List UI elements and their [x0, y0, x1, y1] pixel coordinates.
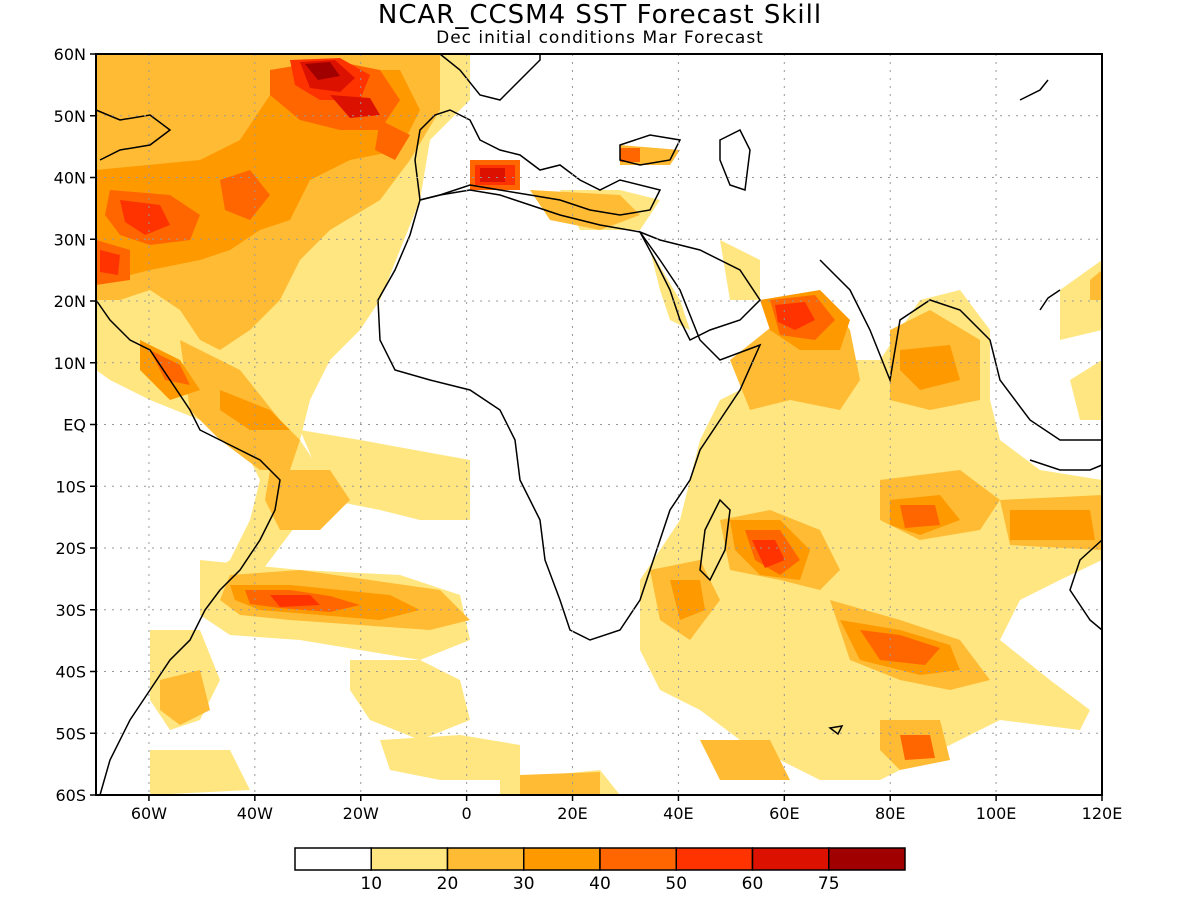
colorbar-label: 20 [437, 874, 459, 894]
africa-coast [377, 189, 762, 641]
map-subtitle: Dec initial conditions Mar Forecast [436, 28, 764, 48]
kerguelen-coast [828, 725, 844, 736]
y-tick-label: 40S [55, 663, 86, 682]
y-axis-ticks: 60N 50N 40N 30N 20N 10N EQ 10S 20S 30S 40S 50S 60S [54, 45, 96, 805]
x-tick-label: 0 [462, 804, 472, 823]
india-coast [819, 259, 1102, 441]
caspian-coast [719, 128, 751, 192]
colorbar-segment [751, 847, 830, 871]
map-title: NCAR_CCSM4 SST Forecast Skill [377, 0, 823, 30]
y-tick-label: 10N [54, 354, 86, 373]
colorbar-label: 30 [513, 874, 535, 894]
y-tick-label: EQ [63, 416, 86, 435]
europe-coast [414, 109, 662, 216]
x-tick-label: 100E [976, 804, 1017, 823]
y-tick-label: 20N [54, 292, 86, 311]
coastlines [96, 54, 1102, 795]
x-axis-ticks: 60W 40W 20W 0 20E 40E 60E 80E 100E 120E [131, 795, 1122, 823]
colorbar-segment [675, 847, 754, 871]
x-tick-label: 20W [343, 804, 379, 823]
x-tick-label: 60W [131, 804, 167, 823]
y-tick-label: 10S [55, 477, 86, 496]
colorbar-label: 50 [665, 874, 687, 894]
americas-coast [96, 109, 281, 795]
colorbar-segment [828, 847, 906, 871]
y-tick-label: 50S [55, 724, 86, 743]
y-tick-label: 50N [54, 107, 86, 126]
colorbar-segment [446, 847, 525, 871]
australia-coast [1069, 539, 1102, 631]
arabia-coast [638, 230, 761, 342]
colorbar-segment [370, 847, 449, 871]
colorbar-label: 10 [360, 874, 382, 894]
x-tick-label: 60E [769, 804, 799, 823]
skill-level-75-plus [305, 62, 340, 80]
y-tick-label: 60S [55, 786, 86, 805]
black-sea-coast [619, 134, 682, 166]
y-tick-label: 20S [55, 539, 86, 558]
colorbar-label: 40 [589, 874, 611, 894]
y-tick-label: 60N [54, 45, 86, 64]
colorbar-label: 60 [742, 874, 764, 894]
scandinavia-coast [439, 54, 541, 101]
x-tick-label: 40W [237, 804, 273, 823]
y-tick-label: 30N [54, 230, 86, 249]
x-tick-label: 20E [557, 804, 587, 823]
y-tick-label: 40N [54, 169, 86, 188]
x-tick-label: 40E [663, 804, 693, 823]
x-tick-label: 120E [1082, 804, 1123, 823]
colorbar-segment [523, 847, 601, 871]
lat-lon-grid [96, 54, 1102, 795]
indonesia-coast [1029, 459, 1102, 471]
colorbar-segment [294, 847, 372, 871]
x-tick-label: 80E [875, 804, 905, 823]
y-tick-label: 30S [55, 601, 86, 620]
madagascar-coast [699, 498, 731, 582]
colorbar: 10 20 30 40 50 60 75 [294, 847, 906, 894]
colorbar-segment [599, 847, 677, 871]
colorbar-label: 75 [818, 874, 840, 894]
